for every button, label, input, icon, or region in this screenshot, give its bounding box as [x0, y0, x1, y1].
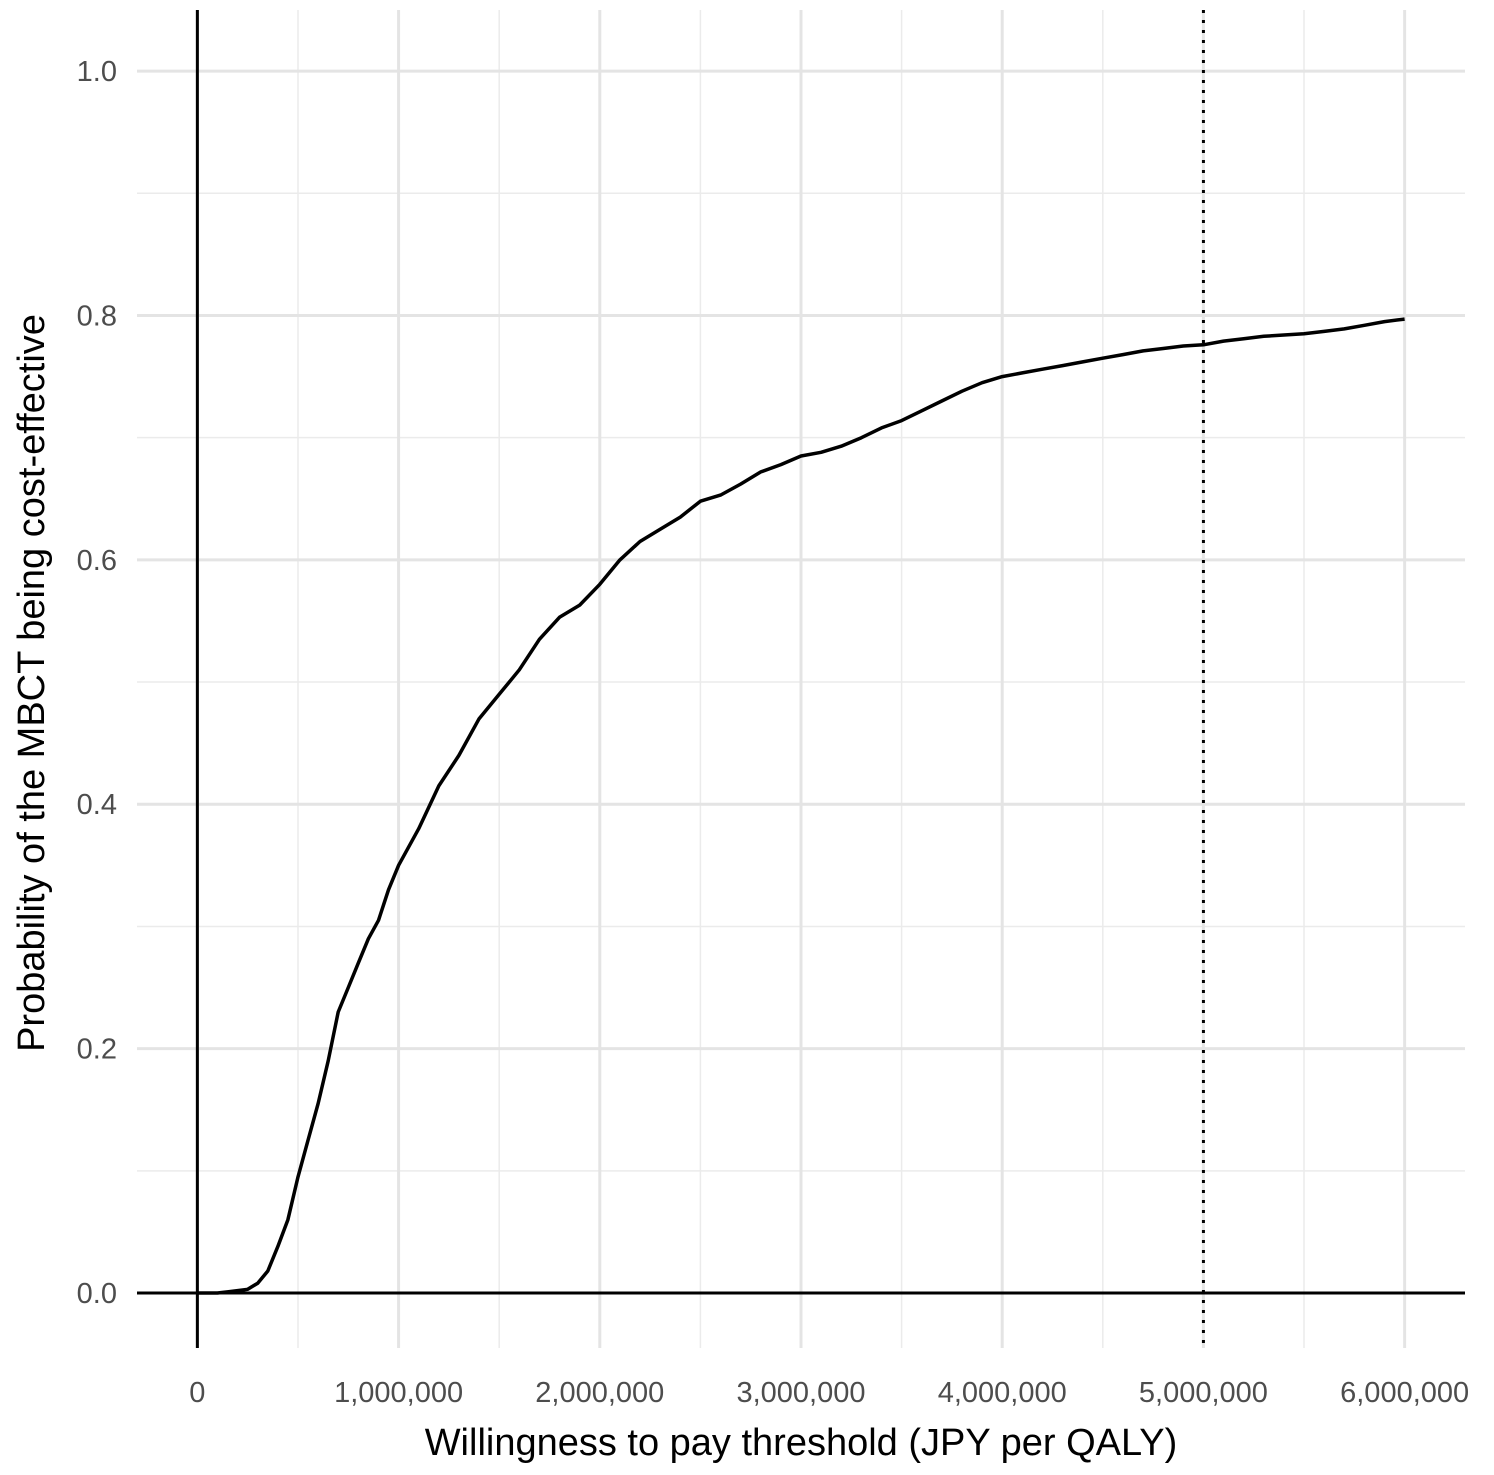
- x-tick-labels: 0 1,000,000 2,000,000 3,000,000 4,000,000 5,0…: [189, 1377, 1469, 1409]
- y-axis-title: Probability of the MBCT being cost-effec…: [11, 314, 53, 1052]
- y-tick-label: 0.6: [77, 545, 117, 577]
- y-tick-label: 0.0: [77, 1278, 117, 1310]
- x-tick-label: 2,000,000: [535, 1377, 664, 1409]
- x-axis-title: Willingness to pay threshold (JPY per QA…: [425, 1422, 1178, 1464]
- x-tick-label: 3,000,000: [736, 1377, 865, 1409]
- y-tick-label: 0.2: [77, 1034, 117, 1066]
- acceptability-curve: [197, 317, 1405, 1295]
- x-tick-label: 6,000,000: [1340, 1377, 1469, 1409]
- x-tick-label: 1,000,000: [334, 1377, 463, 1409]
- x-tick-label: 5,000,000: [1139, 1377, 1268, 1409]
- x-tick-label: 4,000,000: [938, 1377, 1067, 1409]
- y-tick-label: 0.4: [77, 789, 117, 821]
- y-tick-label: 0.8: [77, 300, 117, 332]
- y-tick-label: 1.0: [77, 56, 117, 88]
- y-tick-labels: 0.0 0.2 0.4 0.6 0.8 1.0: [77, 56, 117, 1310]
- major-gridlines: [137, 10, 1465, 1348]
- x-tick-label: 0: [189, 1377, 205, 1409]
